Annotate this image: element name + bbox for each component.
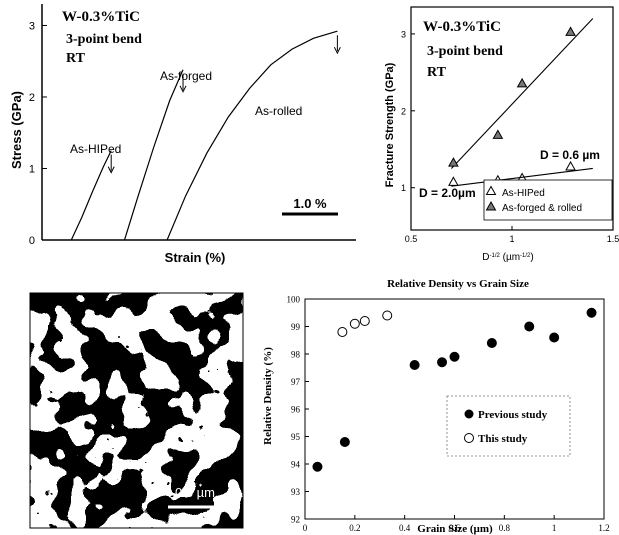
c2-point-forged-rolled <box>492 129 504 139</box>
c1-fracture-arrowhead <box>107 166 115 174</box>
c2-point-hiped <box>448 176 459 186</box>
density-chart: Relative Density vs Grain Size 92 93 94 95 9… <box>262 278 610 535</box>
c3-point-this-study <box>337 327 348 337</box>
c2-point-forged-rolled <box>448 157 459 167</box>
c3-ytick-label: 93 <box>291 487 301 497</box>
c2-ytick-label: 3 <box>401 29 406 39</box>
c1-fracture-arrowhead <box>333 46 341 55</box>
c1-curve-as-forged <box>123 69 184 241</box>
c3-ytick-label: 97 <box>291 377 301 387</box>
c3-point-this-study <box>349 318 360 329</box>
c1-ytick-label: 1 <box>29 163 35 175</box>
c3-point-previous-study <box>437 357 448 368</box>
c3-xtick-label: 0.4 <box>399 523 411 533</box>
c3-point-this-study <box>382 310 393 321</box>
c1-label-as-rolled: As-rolled <box>255 104 302 118</box>
c1-curve-as-rolled <box>166 30 338 241</box>
c1-ytick-label: 0 <box>29 235 35 247</box>
c2-xlabel: D-1/2 (µm-1/2) <box>482 252 533 263</box>
micrograph-image: 0.5 µm <box>29 292 244 529</box>
c3-ylabel: Relative Density (%) <box>262 347 274 445</box>
c2-legend-triangle-forged <box>485 200 497 211</box>
c3-ytick-label: 99 <box>291 322 301 332</box>
c2-ylabel: Fracture Strength (GPa) <box>384 62 396 187</box>
c2-xtick-label: 1 <box>509 234 514 244</box>
c3-legend-this: This study <box>478 433 528 445</box>
c3-point-previous-study <box>486 338 497 348</box>
c2-xtick-label: 0.5 <box>405 234 418 244</box>
c3-xtick-label: 1 <box>552 523 557 533</box>
c2-xtick-label: 1.5 <box>607 234 619 244</box>
c2-ytick-label: 1 <box>401 183 406 193</box>
c1-scale-bar-label: 1.0 % <box>293 196 327 211</box>
c1-title: W-0.3%TiC <box>62 9 140 25</box>
c3-point-previous-study <box>312 461 323 472</box>
c2-fit-line <box>451 167 593 187</box>
fracture-strength-chart: 1 2 3 0.5 1 1.5 Fracture Strength (GPa) D-1/2… <box>384 6 619 263</box>
c3-point-previous-study <box>524 321 535 332</box>
c3-xlabel: Grain Size (µm) <box>417 523 493 535</box>
c1-fracture-arrowhead <box>179 85 187 93</box>
c3-xtick-label: 0.6 <box>449 523 461 533</box>
c1-curve-as-hiped <box>70 150 112 241</box>
c2-point-forged-rolled <box>516 77 528 88</box>
c2-point-hiped <box>565 160 576 171</box>
c2-legend-hiped: As-HIPed <box>502 188 545 199</box>
c3-ytick-label: 94 <box>291 460 301 470</box>
c3-point-previous-study <box>409 360 420 370</box>
c3-legend-box <box>446 395 571 457</box>
c3-ytick-label: 96 <box>291 405 301 415</box>
c3-point-this-study <box>359 316 370 326</box>
c3-xtick-label: 0.8 <box>499 523 511 533</box>
c3-ytick-label: 98 <box>291 350 301 360</box>
c3-point-previous-study <box>339 437 350 447</box>
c2-annotation-d20: D = 2.0µm <box>419 186 476 200</box>
c3-title: Relative Density vs Grain Size <box>387 278 529 290</box>
c2-legend-triangle-hiped <box>485 185 497 195</box>
c1-label-as-forged: As-forged <box>160 69 212 83</box>
c3-ytick-label: 92 <box>291 515 300 525</box>
c3-ytick-label: 95 <box>291 432 301 442</box>
c1-ytick-label: 2 <box>29 92 35 104</box>
c3-xtick-label: 1.2 <box>598 523 609 533</box>
c1-ylabel: Stress (GPa) <box>9 91 24 169</box>
micrograph-scale-label: 0.5 µm <box>175 485 215 500</box>
c2-point-forged-rolled <box>565 26 576 36</box>
c1-ytick-label: 3 <box>29 20 35 32</box>
c3-legend-filled-marker <box>464 409 474 419</box>
c2-legend-forged: As-forged & rolled <box>502 203 582 214</box>
c2-annotation-bend: 3-point bend <box>427 44 503 59</box>
stress-strain-chart: 0 1 2 3 Stress (GPa) Strain (%) W-0.3%TiC 3… <box>9 4 356 265</box>
c3-ytick-label: 100 <box>287 295 301 305</box>
c1-xlabel: Strain (%) <box>165 250 226 265</box>
c2-annotation-rt: RT <box>427 65 447 80</box>
c2-annotation-d06: D = 0.6 µm <box>540 148 600 162</box>
c2-legend-box <box>483 179 613 221</box>
c3-point-previous-study <box>549 332 560 343</box>
c1-annotation-rt: RT <box>66 51 86 66</box>
c1-label-as-hiped: As-HIPed <box>70 142 121 156</box>
c3-point-previous-study <box>586 307 597 318</box>
c3-legend-open-marker <box>464 433 474 443</box>
c3-xtick-label: 0 <box>303 523 308 533</box>
c3-legend-previous: Previous study <box>478 409 548 421</box>
c2-ytick-label: 2 <box>401 106 406 116</box>
c2-fit-line <box>450 18 594 169</box>
c2-title: W-0.3%TiC <box>423 19 501 35</box>
c3-xtick-label: 0.2 <box>349 523 360 533</box>
c1-annotation-bend: 3-point bend <box>66 32 142 47</box>
c3-point-previous-study <box>449 351 460 362</box>
